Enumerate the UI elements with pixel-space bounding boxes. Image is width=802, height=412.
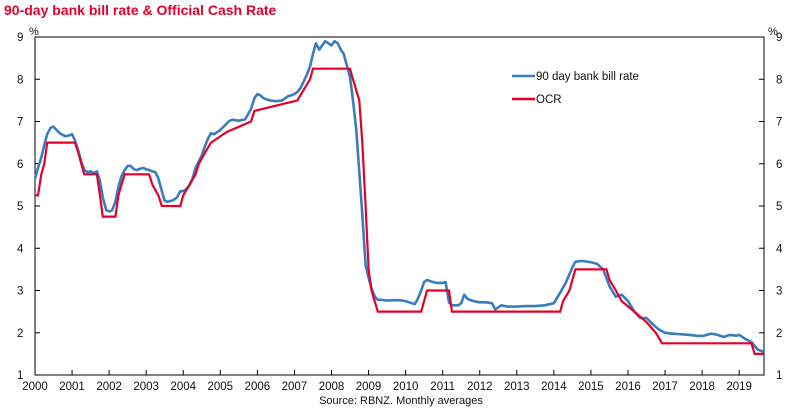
- x-tick-label: 2003: [133, 381, 159, 393]
- y-tick-label-left: 2: [17, 328, 23, 340]
- x-tick-label: 2007: [282, 381, 308, 393]
- y-axis-left: 1 2 3 4 5 6 7 8 9: [17, 32, 40, 382]
- x-tick-label: 2018: [689, 381, 715, 393]
- x-tick-label: 2017: [652, 381, 678, 393]
- y-tick-label-right: 4: [776, 243, 783, 255]
- y-tick-label-left: 8: [17, 74, 23, 86]
- legend: 90 day bank bill rate OCR: [512, 71, 639, 106]
- y-tick-label-right: 2: [776, 328, 782, 340]
- right-unit-label: %: [768, 26, 778, 38]
- x-tick-label: 2014: [541, 381, 567, 393]
- x-tick-label: 2001: [59, 381, 85, 393]
- chart-title: 90-day bank bill rate & Official Cash Ra…: [4, 2, 277, 18]
- y-tick-label-left: 5: [17, 201, 23, 213]
- x-axis: 2000 2001 2002 2003 2004 2005 2006 2007 2008 2009…: [22, 370, 752, 393]
- y-tick-label-right: 5: [776, 201, 782, 213]
- x-tick-label: 2011: [430, 381, 455, 393]
- y-tick-label-left: 1: [17, 370, 23, 382]
- y-tick-label-left: 4: [17, 243, 24, 255]
- y-tick-label-right: 8: [776, 74, 782, 86]
- legend-label: 90 day bank bill rate: [536, 71, 639, 83]
- x-tick-label: 2015: [578, 381, 604, 393]
- y-tick-label-left: 9: [17, 32, 23, 44]
- x-tick-label: 2019: [726, 381, 752, 393]
- y-tick-label-right: 3: [776, 286, 782, 298]
- left-unit-label: %: [29, 26, 39, 38]
- series-line-ocr: [35, 67, 764, 355]
- y-tick-label-left: 3: [17, 286, 23, 298]
- y-tick-label-right: 6: [776, 159, 782, 171]
- line-chart: 1 2 3 4 5 6 7 8 9 1 2 3 4 5 6 7 8 9 2000 2001 2002 2003 2004…: [17, 26, 783, 393]
- x-tick-label: 2005: [208, 381, 234, 393]
- x-tick-label: 2010: [393, 381, 419, 393]
- y-axis-right: 1 2 3 4 5 6 7 8 9: [759, 32, 783, 382]
- y-tick-label-left: 6: [17, 159, 23, 171]
- x-tick-label: 2000: [22, 381, 48, 393]
- x-tick-label: 2013: [504, 381, 530, 393]
- x-tick-label: 2009: [356, 381, 382, 393]
- series-layer: [33, 39, 765, 355]
- y-tick-label-right: 9: [776, 32, 782, 44]
- y-tick-label-left: 7: [17, 117, 23, 129]
- y-tick-label-right: 1: [776, 370, 782, 382]
- x-tick-label: 2012: [467, 381, 493, 393]
- series-line-bank-bill: [33, 39, 765, 354]
- source-note: Source: RBNZ. Monthly averages: [319, 395, 483, 407]
- x-tick-label: 2016: [615, 381, 641, 393]
- y-tick-label-right: 7: [776, 117, 782, 129]
- x-tick-label: 2002: [96, 381, 122, 393]
- x-tick-label: 2004: [170, 381, 196, 393]
- legend-label: OCR: [536, 94, 562, 106]
- x-tick-label: 2006: [245, 381, 271, 393]
- x-tick-label: 2008: [319, 381, 345, 393]
